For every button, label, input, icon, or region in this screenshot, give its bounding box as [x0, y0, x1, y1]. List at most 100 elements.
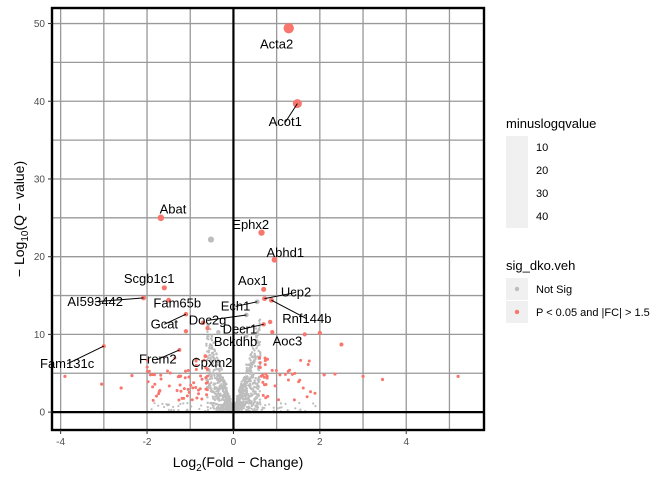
not-sig-point [241, 404, 244, 408]
sig-point [197, 392, 201, 396]
not-sig-point [224, 405, 228, 408]
sig-point [179, 389, 183, 393]
not-sig-point [220, 383, 223, 386]
y-axis-title: − Log10(Q − value) [11, 161, 31, 277]
not-sig-point [157, 404, 160, 407]
gene-label: Abat [160, 201, 187, 216]
x-tick-label: -4 [56, 437, 65, 448]
not-sig-point [258, 378, 261, 381]
not-sig-point [224, 381, 227, 385]
not-sig-point [257, 349, 260, 353]
not-sig-point [254, 358, 257, 361]
not-sig-point [237, 399, 241, 402]
not-sig-point [261, 408, 264, 411]
sig-point [262, 375, 266, 379]
sig-point [263, 356, 267, 360]
sig-point [205, 367, 209, 371]
not-sig-point [172, 405, 175, 409]
sig-point [322, 373, 326, 377]
sig-point [159, 377, 163, 381]
not-sig-point [211, 347, 214, 351]
not-sig-point [210, 402, 214, 405]
sig-point [305, 395, 309, 399]
not-sig-point [253, 379, 256, 382]
not-sig-point [209, 328, 212, 331]
not-sig-point [250, 351, 254, 354]
sig-point [205, 393, 209, 397]
not-sig-point [215, 356, 219, 359]
color-legend-label: P < 0.05 and |FC| > 1.5 [536, 307, 650, 319]
size-legend-label: 20 [536, 165, 548, 177]
plot-frame [50, 6, 486, 432]
not-sig-point [150, 408, 153, 411]
not-sig-point [254, 355, 257, 358]
sig-point [266, 357, 270, 361]
not-sig-point [165, 403, 168, 406]
not-sig-point [209, 389, 212, 393]
not-sig-point [212, 353, 215, 357]
y-tick-label: 0 [39, 408, 45, 419]
not-sig-point [207, 356, 210, 360]
not-sig-point [258, 340, 262, 344]
sig-point [333, 372, 337, 376]
sig-point [199, 374, 203, 378]
sig-point [130, 373, 134, 378]
not-sig-point [248, 406, 251, 410]
sig-point [204, 381, 208, 385]
not-sig-point [249, 394, 252, 398]
label-leader-line [235, 301, 258, 307]
sig-point [299, 358, 303, 362]
not-sig-point [242, 391, 245, 394]
sig-point [184, 369, 188, 373]
not-sig-point [223, 394, 226, 397]
not-sig-point [218, 399, 221, 402]
not-sig-point [256, 330, 259, 333]
sig-legend-marker [514, 309, 520, 315]
size-legend-key-background [506, 136, 528, 228]
not-sig-point [221, 395, 225, 398]
not-sig-point [206, 396, 209, 399]
sig-point [187, 390, 191, 394]
not-sig-point [253, 364, 257, 368]
not-sig-point [244, 372, 247, 375]
not-sig-point [249, 359, 252, 362]
not-sig-point [238, 389, 241, 392]
sig-point [200, 377, 204, 381]
not-sig-point [224, 396, 228, 399]
sig-point [258, 356, 262, 360]
sig-point [145, 358, 149, 362]
sig-point [204, 387, 208, 391]
gene-label: Scgb1c1 [124, 271, 175, 286]
not-sig-point [253, 390, 256, 393]
not-sig-point [208, 344, 211, 348]
not-sig-point [263, 406, 266, 410]
point-aoc3 [270, 329, 275, 335]
highlight-point [317, 330, 322, 335]
sig-point [182, 387, 186, 391]
sig-point [265, 374, 269, 378]
not-sig-point [247, 377, 251, 381]
not-sig-point [206, 330, 209, 334]
sig-point [147, 369, 151, 373]
label-leader-lines [66, 103, 308, 365]
not-sig-point [258, 325, 261, 329]
not-sig-point [258, 398, 262, 401]
not-sig-point [214, 387, 217, 390]
not-sig-point [294, 407, 297, 410]
not-sig-point [257, 393, 260, 396]
not-sig-point [210, 359, 214, 363]
sig-point [273, 384, 277, 388]
zero-lines [52, 8, 484, 430]
not-sig-point [243, 388, 246, 392]
not-sig-point [205, 358, 209, 362]
sig-point [183, 376, 187, 380]
sig-point [290, 372, 294, 376]
not-sig-legend-marker [514, 286, 520, 292]
not-sig-point [222, 387, 225, 390]
not-sig-point [278, 406, 281, 409]
not-sig-point [230, 402, 233, 406]
not-sig-point [240, 380, 243, 383]
not-sig-point [209, 387, 212, 390]
color-legend: sig_dko.veh Not Sig P < 0.05 and |FC| > … [506, 258, 650, 323]
not-sig-point [225, 402, 229, 405]
